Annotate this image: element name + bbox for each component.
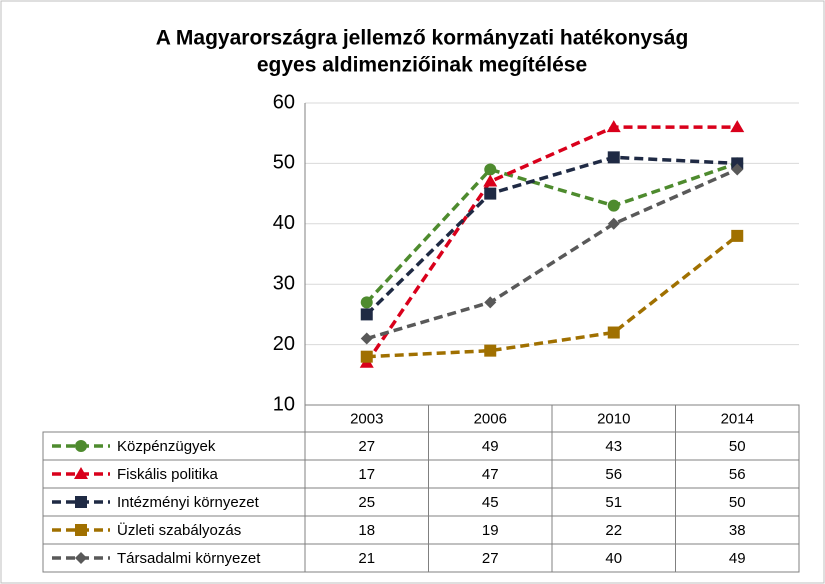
marker <box>484 163 497 176</box>
series-line <box>366 234 739 359</box>
table-value: 56 <box>605 466 622 483</box>
marker <box>607 199 620 212</box>
legend-label: Fiskális politika <box>117 466 219 483</box>
marker <box>731 229 744 242</box>
chart-title: egyes aldimenziőinak megítélése <box>257 54 587 77</box>
marker <box>731 163 744 176</box>
y-tick-label: 20 <box>273 333 295 355</box>
chart-title: A Magyarországra jellemző kormányzati ha… <box>156 27 689 50</box>
table-value: 50 <box>729 494 746 511</box>
table-value: 25 <box>358 494 375 511</box>
marker <box>360 308 373 321</box>
legend-label: Közpénzügyek <box>117 438 216 455</box>
table-value: 27 <box>358 438 375 455</box>
table-value: 56 <box>729 466 746 483</box>
table-value: 19 <box>482 522 499 539</box>
marker <box>75 524 87 536</box>
x-tick-label: 2006 <box>474 410 507 427</box>
y-tick-label: 50 <box>273 152 295 174</box>
marker <box>75 440 87 452</box>
marker <box>607 217 620 230</box>
marker <box>484 187 497 200</box>
marker <box>731 157 744 170</box>
table-value: 45 <box>482 494 499 511</box>
marker <box>607 326 620 339</box>
table-value: 50 <box>729 438 746 455</box>
marker <box>75 496 87 508</box>
table-value: 47 <box>482 466 499 483</box>
table-value: 17 <box>358 466 375 483</box>
table-value: 49 <box>482 438 499 455</box>
marker <box>360 296 373 309</box>
table-value: 18 <box>358 522 375 539</box>
marker <box>484 296 497 309</box>
y-tick-label: 60 <box>273 91 295 113</box>
marker <box>74 467 88 479</box>
x-tick-label: 2010 <box>597 410 630 427</box>
x-tick-label: 2014 <box>721 410 754 427</box>
marker <box>483 174 498 187</box>
series-line <box>366 167 738 341</box>
table-value: 49 <box>729 550 746 567</box>
table-value: 22 <box>605 522 622 539</box>
marker <box>607 151 620 164</box>
legend-label: Intézményi környezet <box>117 494 260 511</box>
table-value: 38 <box>729 522 746 539</box>
marker <box>75 552 87 564</box>
marker <box>606 120 621 133</box>
series-line <box>365 161 738 304</box>
y-tick-label: 30 <box>273 272 295 294</box>
x-tick-label: 2003 <box>350 410 383 427</box>
series-line <box>365 155 738 316</box>
table-value: 27 <box>482 550 499 567</box>
table-value: 40 <box>605 550 622 567</box>
table-value: 43 <box>605 438 622 455</box>
marker <box>360 350 373 363</box>
series-line <box>365 125 738 364</box>
marker <box>360 332 373 345</box>
marker <box>730 120 745 133</box>
legend-label: Üzleti szabályozás <box>117 521 241 539</box>
marker <box>484 344 497 357</box>
y-tick-label: 40 <box>273 212 295 234</box>
table-value: 21 <box>358 550 375 567</box>
legend-label: Társadalmi környezet <box>117 550 261 567</box>
table-value: 51 <box>605 494 622 511</box>
y-tick-label: 10 <box>273 393 295 415</box>
